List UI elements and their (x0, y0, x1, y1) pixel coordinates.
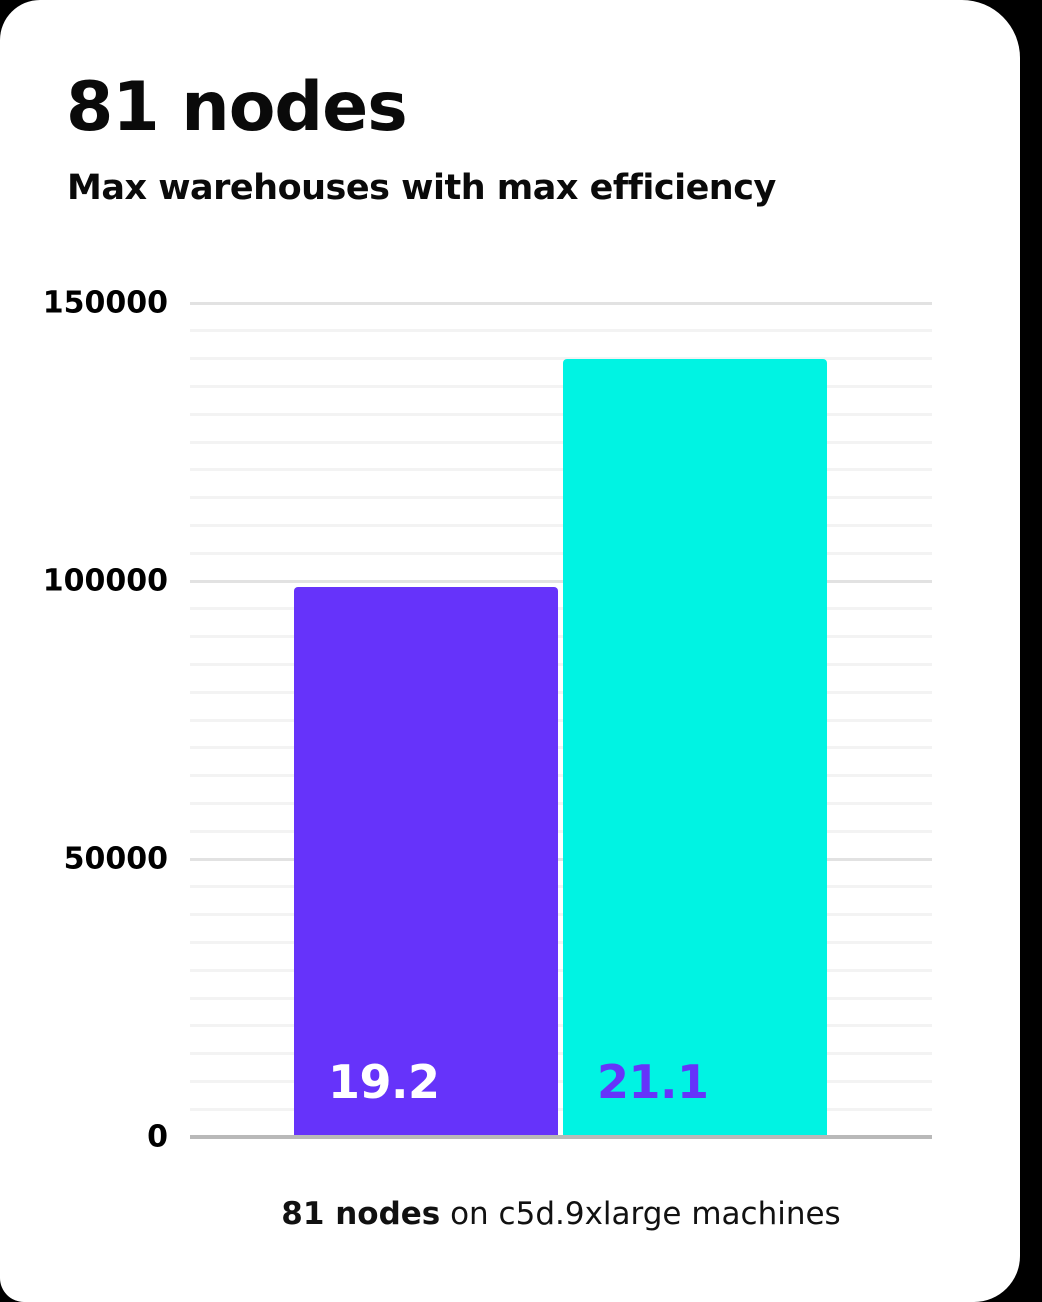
chart-caption: 81 nodes on c5d.9xlarge machines (190, 1196, 932, 1232)
minor-gridline (190, 885, 932, 889)
chart-card: 81 nodes Max warehouses with max efficie… (0, 0, 1020, 1302)
y-axis-labels: 150000 100000 50000 0 (0, 0, 190, 1302)
bar: 21.1 (563, 359, 827, 1137)
minor-gridline (190, 940, 932, 944)
minor-gridline (190, 468, 932, 472)
minor-gridline (190, 968, 932, 972)
minor-gridline (190, 746, 932, 750)
minor-gridline (190, 718, 932, 722)
bar-value-label: 21.1 (597, 1055, 709, 1109)
minor-gridline (190, 1052, 932, 1056)
minor-gridline (190, 607, 932, 611)
minor-gridline (190, 1107, 932, 1111)
y-tick-label: 50000 (63, 841, 168, 877)
minor-gridline (190, 412, 932, 416)
major-gridline (190, 579, 932, 583)
minor-gridline (190, 1079, 932, 1083)
minor-gridline (190, 801, 932, 805)
chart-subtitle: Max warehouses with max efficiency (67, 168, 776, 208)
minor-gridline (190, 523, 932, 527)
bar: 19.2 (294, 587, 558, 1137)
chart-title: 81 nodes (66, 68, 408, 147)
minor-gridline (190, 662, 932, 666)
minor-gridline (190, 996, 932, 1000)
minor-gridline (190, 329, 932, 333)
major-gridline (190, 301, 932, 305)
minor-gridline (190, 829, 932, 833)
x-axis-baseline (190, 1135, 932, 1139)
minor-gridline (190, 1024, 932, 1028)
y-tick-label: 150000 (42, 285, 168, 321)
minor-gridline (190, 635, 932, 639)
minor-gridline (190, 690, 932, 694)
y-tick-label: 0 (147, 1119, 168, 1155)
caption-regular-text: on c5d.9xlarge machines (440, 1196, 841, 1232)
minor-gridline (190, 496, 932, 500)
minor-gridline (190, 357, 932, 361)
minor-gridline (190, 440, 932, 444)
caption-bold-text: 81 nodes (281, 1196, 441, 1232)
minor-gridline (190, 774, 932, 778)
major-gridline (190, 857, 932, 861)
plot-area: 19.2 21.1 (190, 301, 932, 1139)
minor-gridline (190, 913, 932, 917)
minor-gridline (190, 384, 932, 388)
minor-gridline (190, 551, 932, 555)
y-tick-label: 100000 (42, 563, 168, 599)
bar-value-label: 19.2 (328, 1055, 440, 1109)
